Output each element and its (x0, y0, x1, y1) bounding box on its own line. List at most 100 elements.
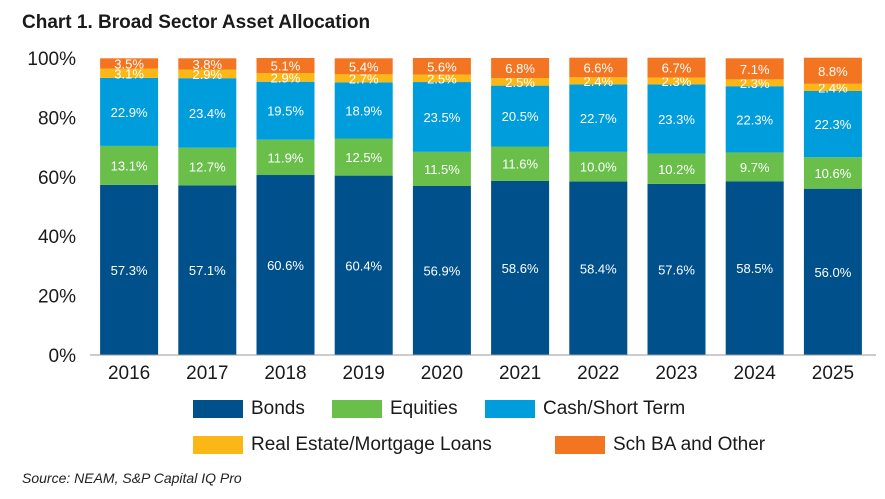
y-tick-label: 40% (38, 227, 76, 248)
y-tick-label: 0% (49, 346, 77, 367)
bar-segment (647, 84, 706, 154)
data-label: 22.7% (580, 111, 617, 126)
data-label: 2.7% (349, 71, 379, 86)
legend-item-real-estate: Real Estate/Mortgage Loans (193, 434, 492, 456)
data-label: 57.1% (189, 263, 226, 278)
data-label: 3.1% (114, 66, 144, 81)
bar-segment (334, 138, 393, 176)
bar-segment (334, 74, 393, 83)
data-label: 60.6% (267, 258, 304, 273)
bar-segment (647, 153, 706, 184)
bar-segment (725, 181, 784, 355)
bar-segment (647, 77, 706, 85)
data-label: 3.8% (192, 57, 222, 72)
legend-label-equities: Equities (390, 398, 458, 419)
legend-swatch-sch-ba (555, 436, 605, 454)
data-label: 56.0% (814, 265, 851, 280)
bar-segment (491, 180, 550, 355)
bar-segment (256, 139, 315, 176)
bar-segment (803, 57, 862, 84)
data-label: 23.3% (658, 112, 695, 127)
bar-segment (178, 185, 237, 355)
bar-segment (100, 68, 159, 78)
bar-segment (569, 57, 628, 78)
data-label: 56.9% (423, 264, 460, 279)
bar-segment (569, 77, 628, 85)
bar-segment (725, 86, 784, 153)
data-label: 2.3% (662, 74, 692, 89)
data-label: 2.5% (427, 71, 457, 86)
legend-label-sch-ba: Sch BA and Other (613, 434, 766, 455)
data-label: 58.5% (736, 261, 773, 276)
data-label: 23.5% (423, 110, 460, 125)
legend-item-bonds: Bonds (193, 398, 305, 420)
x-tick-label: 2023 (655, 363, 697, 384)
data-label: 5.6% (427, 59, 457, 74)
legend-label-cash: Cash/Short Term (543, 398, 686, 419)
bar-segment (100, 58, 159, 69)
legend-swatch-real-estate (193, 436, 243, 454)
bar-segment (725, 58, 784, 80)
bar-segment (491, 58, 550, 79)
data-label: 22.3% (814, 117, 851, 132)
data-label: 2.9% (192, 67, 222, 82)
bar-segment (803, 188, 862, 355)
x-tick-label: 2025 (812, 363, 854, 384)
data-label: 22.3% (736, 112, 773, 127)
data-label: 11.6% (502, 157, 538, 172)
legend-label-bonds: Bonds (251, 398, 305, 419)
x-tick-label: 2024 (734, 363, 777, 384)
data-label: 11.9% (268, 150, 304, 165)
bar-segment (178, 69, 237, 79)
data-label: 8.8% (818, 64, 848, 79)
chart-title: Chart 1. Broad Sector Asset Allocation (22, 12, 371, 33)
bar-segment (412, 58, 471, 75)
bar-segment (725, 79, 784, 87)
x-tick-label: 2016 (108, 363, 150, 384)
data-label: 2.4% (583, 74, 613, 89)
data-label: 58.4% (580, 261, 617, 276)
legend-swatch-cash (485, 400, 535, 418)
data-label: 9.7% (740, 160, 770, 175)
bar-segment (491, 78, 550, 86)
bar-segment (178, 147, 237, 186)
bar-segment (725, 152, 784, 182)
data-label: 2.4% (818, 80, 848, 95)
data-label: 12.7% (189, 160, 226, 175)
bar-segment (334, 175, 393, 355)
legend-swatch-equities (332, 400, 382, 418)
bar-segment (803, 157, 862, 189)
x-tick-label: 2022 (577, 363, 619, 384)
data-label: 57.6% (658, 262, 695, 277)
bar-segment (334, 82, 393, 139)
legend-item-cash: Cash/Short Term (485, 398, 685, 420)
bar-segment (256, 175, 315, 355)
data-label: 57.3% (111, 263, 148, 278)
data-label: 5.4% (349, 59, 379, 74)
data-label: 58.6% (502, 261, 539, 276)
bar-segment (256, 81, 315, 140)
data-label: 22.9% (111, 105, 148, 120)
data-label: 2.9% (271, 70, 301, 85)
data-label: 13.1% (111, 158, 148, 173)
x-tick-label: 2021 (499, 363, 541, 384)
bar-segment (100, 77, 159, 146)
stacked-bar-chart: 0% 20% 40% 60% 80% 100% 57.3% 13.1% 22.9% 3.1%3.5… (27, 49, 876, 384)
bar-segment (256, 73, 315, 82)
data-label: 2.3% (740, 76, 770, 91)
bar-segment (491, 146, 550, 181)
bar-segment (100, 184, 159, 355)
x-tick-label: 2018 (264, 363, 306, 384)
y-tick-label: 80% (38, 108, 76, 129)
data-label: 10.0% (580, 160, 617, 175)
data-label: 5.1% (271, 59, 301, 74)
data-label: 20.5% (502, 109, 539, 124)
legend-label-real-estate: Real Estate/Mortgage Loans (251, 434, 492, 455)
source-note: Source: NEAM, S&P Capital IQ Pro (22, 470, 242, 486)
y-tick-label: 60% (38, 168, 76, 189)
bar-segment (412, 186, 471, 355)
bar-segment (412, 74, 471, 83)
bar-segment (569, 181, 628, 355)
bar-segment (256, 58, 315, 74)
x-tick-label: 2019 (343, 363, 385, 384)
